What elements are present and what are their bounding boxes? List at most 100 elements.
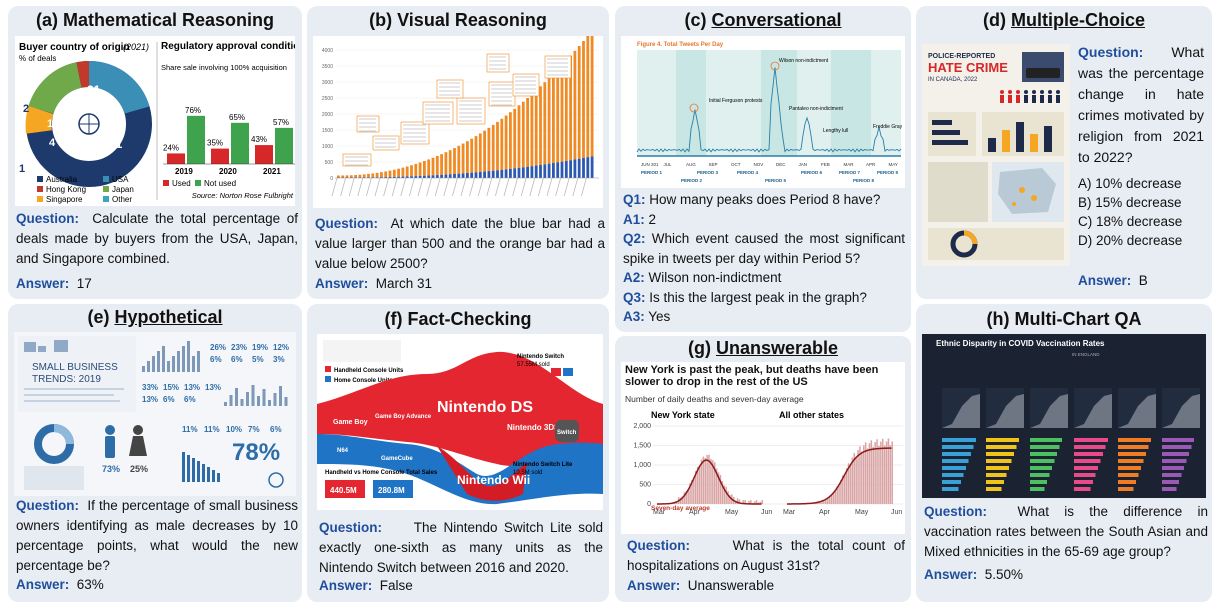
- trends-title-1: SMALL BUSINESS: [32, 362, 118, 373]
- answer-label: Answer:: [16, 577, 70, 592]
- donut-segment-singapore: [25, 105, 54, 134]
- answer-block: Answer: B: [1078, 271, 1148, 291]
- question-label: Question:: [315, 216, 378, 231]
- y-tick: 2000: [322, 112, 333, 118]
- qa-block: Question: At which date the blue bar had…: [315, 214, 605, 274]
- period-label: PERIOD 1: [641, 170, 663, 175]
- stat-value: 5%: [252, 355, 264, 364]
- y-tick: 4000: [322, 48, 333, 54]
- title-main: Multiple-Choice: [1010, 10, 1145, 30]
- annotation-ferguson: Initial Ferguson protests: [709, 98, 763, 104]
- total-home: 280.8M: [378, 486, 405, 495]
- option-b[interactable]: B) 15% decrease: [1078, 195, 1182, 210]
- q1-text: How many peaks does Period 8 have?: [649, 192, 881, 207]
- x-tick: May: [725, 509, 739, 516]
- period-label: PERIOD 8: [853, 178, 875, 183]
- pct-value: 11%: [204, 425, 220, 434]
- stat-value: 19%: [252, 343, 268, 352]
- left-chart-title: Buyer country of origin: [19, 42, 130, 53]
- bar-not-used: [275, 127, 293, 164]
- y-tick: 500: [325, 160, 334, 166]
- title-prefix: (d): [983, 10, 1011, 30]
- bar-not-used-label: 76%: [185, 106, 201, 115]
- panel-title: (g) Unanswerable: [615, 338, 911, 359]
- left-chart-year: (2021): [123, 42, 149, 52]
- panel-multiple-choice: (d) Multiple-Choice POLICE-REPORTED HATE…: [916, 6, 1212, 299]
- handheld-stream: [317, 351, 603, 467]
- bars-group: [331, 36, 599, 197]
- panel-mathematical-reasoning: (a) Mathematical Reasoning Buyer country…: [8, 6, 302, 299]
- period-label: PERIOD 7: [839, 170, 861, 175]
- trends-title-2: TRENDS: 2019: [32, 374, 101, 385]
- qa-block: Question: What is the difference in vacc…: [924, 502, 1208, 562]
- x-tick: Mar: [653, 509, 666, 516]
- percent-row: 11% 11% 10% 7% 6%: [182, 425, 282, 434]
- qa-a3: A3: Yes: [623, 307, 905, 327]
- annotation-lull: Lengthy lull: [823, 128, 848, 134]
- period-label: PERIOD 2: [681, 178, 703, 183]
- x-tick: Mar: [783, 509, 796, 516]
- question-text: What is the total count of hospitalizati…: [627, 538, 905, 573]
- annotation-wilson: Wilson non-indictment: [779, 58, 829, 64]
- panel-title: (a) Mathematical Reasoning: [35, 10, 275, 30]
- stat-value: 13%: [142, 395, 158, 404]
- mini-bar-chart-2: [224, 385, 288, 406]
- option-c[interactable]: C) 18% decrease: [1078, 214, 1183, 229]
- colored-bar-charts: [942, 438, 1194, 491]
- pct-value: 11%: [182, 425, 198, 434]
- annotation-freddie: Freddie Gray: [873, 124, 903, 130]
- pct-value: 10%: [226, 425, 242, 434]
- option-a[interactable]: A) 10% decrease: [1078, 176, 1182, 191]
- month-tick: NOV: [754, 162, 764, 167]
- mini-bar-chart-3: [182, 452, 220, 482]
- right-chart-title: Regulatory approval conditions: [161, 41, 295, 52]
- chart-subtitle: Number of daily deaths and seven-day ave…: [625, 394, 804, 404]
- stat-value: 6%: [184, 395, 196, 404]
- question-label: Question:: [16, 498, 79, 513]
- month-tick: FEB: [821, 162, 830, 167]
- bar-used-label: 35%: [207, 139, 223, 148]
- annotation-boxes: [342, 53, 572, 167]
- answer-text: 5.50%: [984, 567, 1024, 582]
- left-chart-label: New York state: [651, 410, 715, 420]
- mathematical-chart-svg: Buyer country of origin (2021) % of deal…: [19, 41, 295, 204]
- donut-segment-japan: [28, 62, 83, 115]
- month-tick: SEP: [709, 162, 718, 167]
- hate-crime-svg: POLICE-REPORTED HATE CRIME IN CANADA, 20…: [928, 52, 1064, 260]
- x-tick: Apr: [689, 509, 701, 516]
- area-charts: [942, 388, 1200, 428]
- panel-title: (f) Fact-Checking: [384, 309, 532, 329]
- chart-headline: New York is past the peak, but deaths ha…: [625, 364, 879, 388]
- month-tick: JAN: [799, 162, 808, 167]
- legend-item: USA: [112, 175, 129, 184]
- panel-fact-checking: (f) Fact-Checking Handheld Console Units…: [307, 304, 609, 602]
- small-bars: [932, 120, 1052, 152]
- question-label: Question:: [319, 520, 382, 535]
- stat-value: 33%: [142, 383, 158, 392]
- switch-units: 57.55M sold: [517, 362, 550, 368]
- deaths-chart-svg: New York is past the peak, but deaths ha…: [625, 364, 903, 516]
- x-tick: May: [855, 509, 869, 516]
- a1-text: 2: [648, 211, 657, 227]
- figure-vaccination-dashboard: Ethnic Disparity in COVID Vaccination Ra…: [922, 334, 1206, 498]
- stat-value: 13%: [205, 383, 221, 392]
- stat-value: 23%: [231, 343, 247, 352]
- title-main: Hypothetical: [114, 307, 223, 327]
- q3-label: Q3:: [623, 289, 646, 305]
- pct-value: 7%: [248, 425, 260, 434]
- tweets-chart-svg: Figure 4. Total Tweets Per Day Wilson no…: [636, 42, 903, 183]
- bar-used: [211, 148, 229, 164]
- legend-home: Home Console Units: [334, 378, 393, 384]
- period-label: PERIOD 4: [737, 170, 759, 175]
- y-tick: 0: [647, 501, 651, 508]
- stream-n64: N64: [337, 448, 349, 454]
- y-tick: 1500: [322, 128, 333, 134]
- y-tick: 1000: [322, 144, 333, 150]
- option-d[interactable]: D) 20% decrease: [1078, 233, 1183, 248]
- period-label: PERIOD 9: [877, 170, 899, 175]
- x-tick: Jun: [891, 509, 902, 516]
- bar-not-used: [231, 122, 249, 164]
- donut-label-2: 2: [23, 103, 29, 115]
- qa-q1: Q1: How many peaks does Period 8 have?: [623, 190, 905, 210]
- answer-text: B: [1138, 273, 1148, 288]
